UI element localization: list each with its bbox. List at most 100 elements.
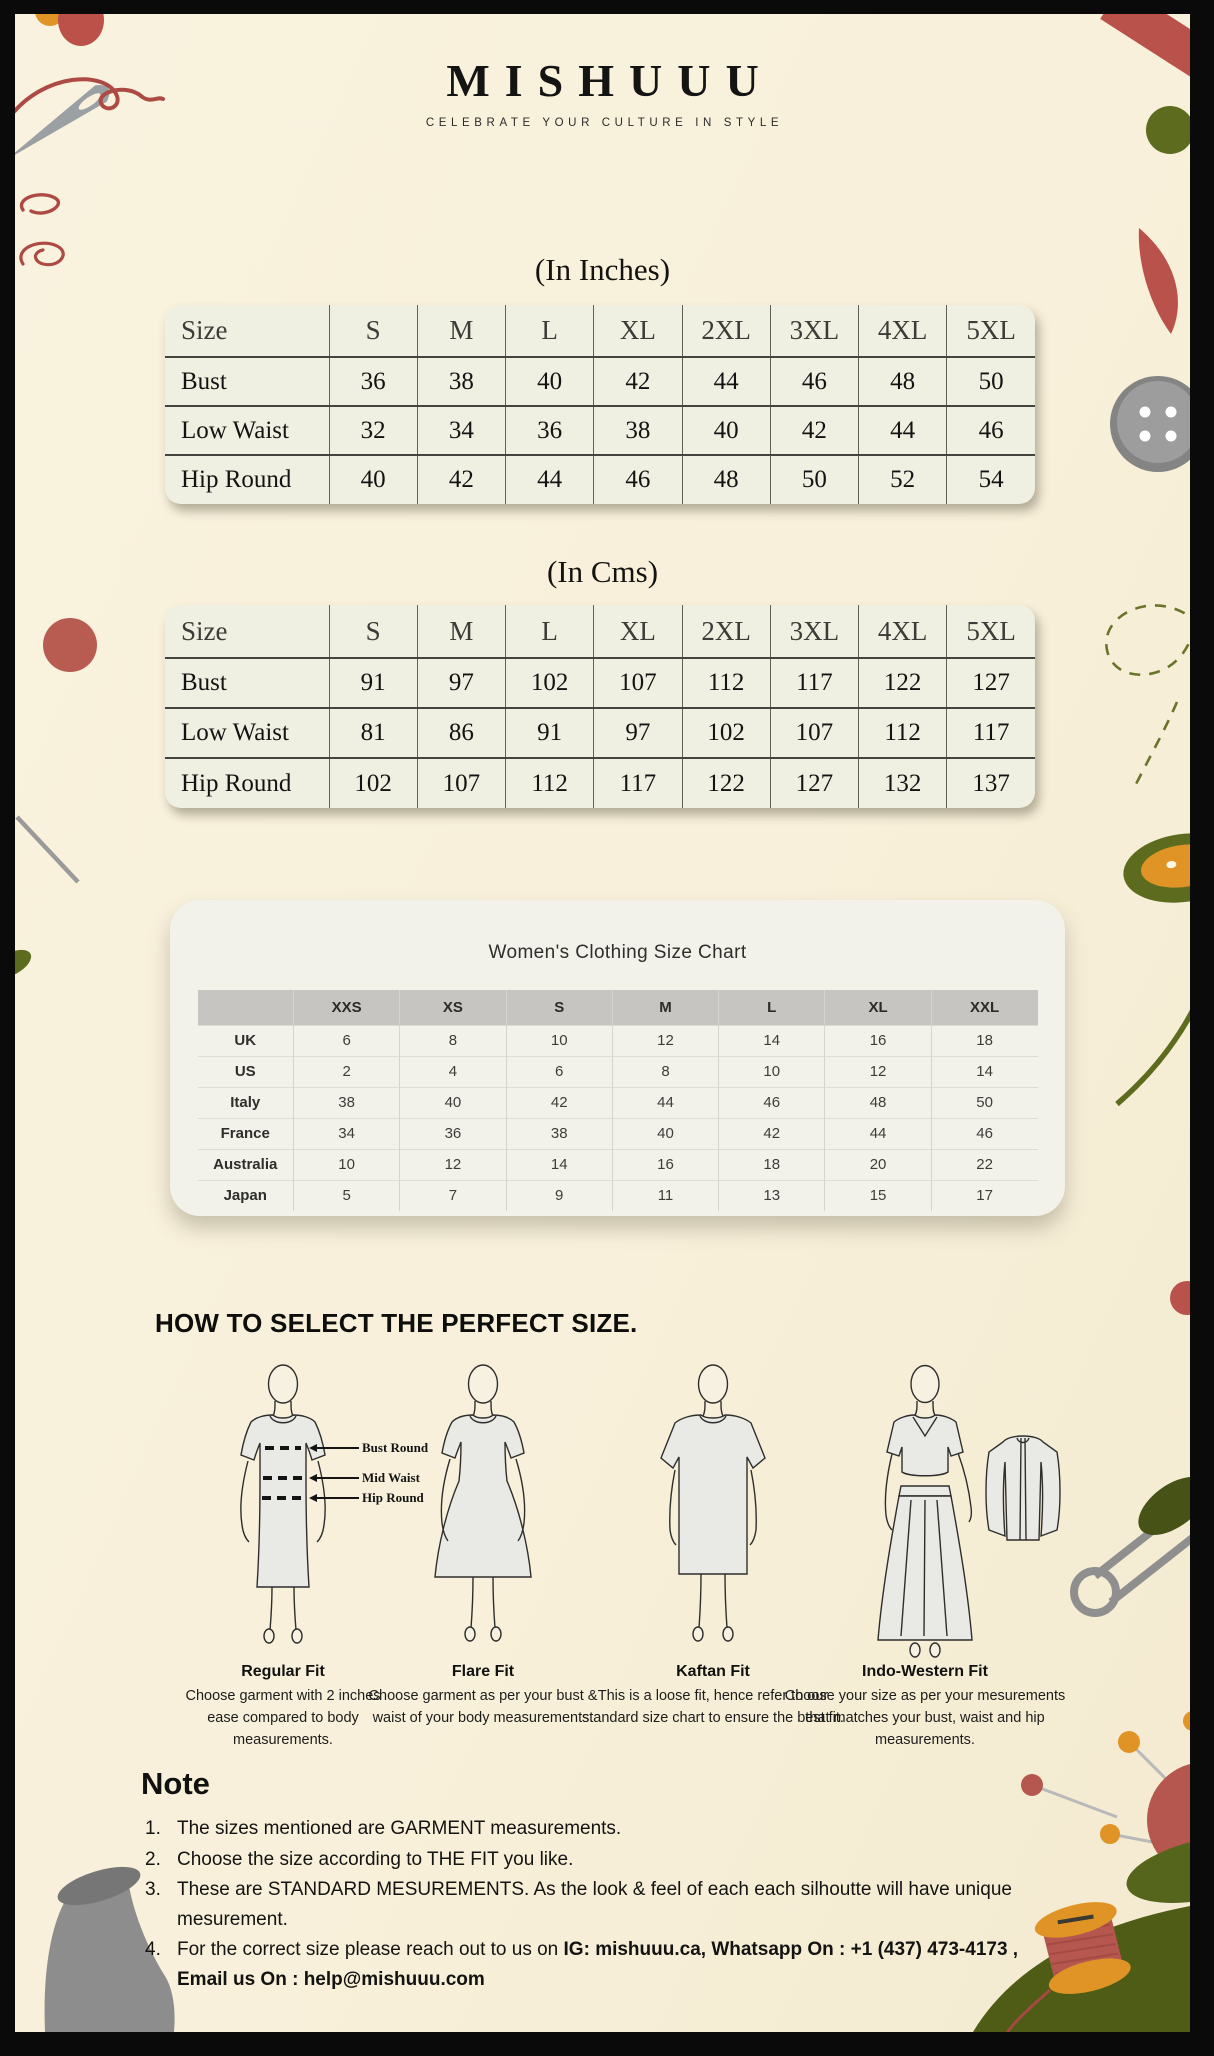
note-list: The sizes mentioned are GARMENT measurem…: [141, 1814, 1041, 1995]
table-cell: 46: [946, 405, 1035, 455]
table-cell: 17: [931, 1179, 1038, 1211]
table-cell: 38: [593, 405, 683, 455]
table-cell: 18: [931, 1024, 1038, 1056]
table-cell: 9: [506, 1179, 613, 1211]
olive-leaf-icon: [15, 949, 32, 979]
column-header: XL: [593, 605, 683, 659]
note-item-contact: IG: mishuuu.ca, Whatsapp On : +1 (437) 4…: [177, 1939, 1019, 1990]
row-label: Japan: [197, 1179, 294, 1211]
column-header: 4XL: [858, 605, 948, 659]
womens-chart-card: Women's Clothing Size Chart XXS XS S M L XL XX…: [170, 900, 1065, 1216]
column-header: M: [612, 990, 720, 1025]
brand-header: MISHUUU CELEBRATE YOUR CULTURE IN STYLE: [15, 54, 1190, 129]
table-cell: 42: [506, 1086, 613, 1118]
table-cell: 16: [824, 1024, 932, 1056]
column-header: L: [505, 605, 595, 659]
fit-description: This is a loose fit, hence refer to our …: [582, 1688, 844, 1726]
measure-mid-waist: Mid Waist: [309, 1470, 420, 1485]
column-header: S: [506, 990, 613, 1025]
womens-chart-table: XXS XS S M L XL XXL UK 6 8 10 12 14 16 18 US 2 4 6 8 10 12 14 I…: [197, 990, 1038, 1211]
table-cell: 117: [946, 707, 1035, 758]
table-cell: 14: [506, 1148, 613, 1180]
table-cell: 97: [417, 657, 507, 709]
column-header: M: [417, 605, 507, 659]
table-row: Japan 5 7 9 11 13 15 17: [197, 1179, 1038, 1211]
table-cell: 38: [506, 1117, 613, 1149]
note-item: Choose the size according to THE FIT you…: [145, 1845, 574, 1874]
table-cell: 8: [612, 1055, 720, 1087]
page-background: MISHUUU CELEBRATE YOUR CULTURE IN STYLE …: [15, 14, 1190, 2032]
column-header: Size: [165, 305, 330, 357]
table-cell: 46: [770, 356, 860, 406]
inches-table-card: Size S M L XL 2XL 3XL 4XL 5XL Bust 36 38 40 42 44 46 48 5…: [165, 305, 1035, 504]
column-header: XL: [593, 305, 683, 357]
table-cell: 42: [770, 405, 860, 455]
red-circle-icon: [43, 618, 97, 672]
measure-label: Bust Round: [362, 1440, 429, 1455]
row-label: Bust: [165, 356, 330, 406]
table-cell: 10: [506, 1024, 613, 1056]
table-cell: 38: [417, 356, 507, 406]
table-cell: 8: [399, 1024, 507, 1056]
table-row: US 2 4 6 8 10 12 14: [197, 1055, 1038, 1087]
measure-line: [317, 1496, 359, 1500]
table-row: Italy 38 40 42 44 46 48 50: [197, 1086, 1038, 1118]
table-cell: 46: [931, 1117, 1038, 1149]
arrow-left-icon: [309, 1444, 317, 1452]
table-cell: 112: [505, 757, 595, 808]
table-cell: 40: [399, 1086, 507, 1118]
table-cell: 48: [858, 356, 948, 406]
table-cell: 42: [417, 454, 507, 504]
table-row: UK 6 8 10 12 14 16 18: [197, 1024, 1038, 1056]
table-cell: 12: [399, 1148, 507, 1180]
table-cell: 36: [505, 405, 595, 455]
table-row: Hip Round 40 42 44 46 48 50 52 54: [165, 454, 1035, 504]
decor-layer: [15, 14, 1190, 2032]
row-label: Hip Round: [165, 454, 330, 504]
column-header: XS: [399, 990, 507, 1025]
olive-circle-icon: [1146, 106, 1190, 154]
jacket-figure: [985, 1435, 1061, 1541]
button-icon: [1110, 376, 1190, 472]
loose-pin-icon: [1021, 1774, 1118, 1819]
fit-regular: Regular Fit Choose garment with 2 inches…: [168, 1663, 398, 1751]
table-cell: 14: [931, 1055, 1038, 1087]
table-row: France 34 36 38 40 42 44 46: [197, 1117, 1038, 1149]
table-cell: 44: [858, 405, 948, 455]
pin-cushion-icon: [1100, 1711, 1190, 1903]
table-cell: 127: [770, 757, 860, 808]
table-cell: 46: [718, 1086, 826, 1118]
table-cell: 36: [399, 1117, 507, 1149]
safety-pin-icon: [1070, 1476, 1190, 1617]
table-cell: 46: [593, 454, 683, 504]
table-cell: 15: [824, 1179, 932, 1211]
table-cell: 50: [946, 356, 1035, 406]
table-cell: 18: [718, 1148, 826, 1180]
table-cell: 32: [329, 405, 418, 455]
table-cell: 10: [293, 1148, 401, 1180]
column-header: M: [417, 305, 507, 357]
needle-icon: [15, 85, 110, 160]
column-header: S: [329, 305, 418, 357]
measure-label: Mid Waist: [362, 1470, 420, 1485]
inches-size-table: Size S M L XL 2XL 3XL 4XL 5XL Bust 36 38 40 42 44 46 48 5…: [165, 305, 1035, 504]
arrow-left-icon: [309, 1474, 317, 1482]
table-cell: 20: [824, 1148, 932, 1180]
table-cell: 5: [293, 1179, 401, 1211]
column-header: L: [505, 305, 595, 357]
table-cell: 12: [612, 1024, 720, 1056]
row-label: Low Waist: [165, 405, 330, 455]
column-header: 5XL: [966, 615, 1016, 646]
column-header: 3XL: [770, 305, 860, 357]
red-ribbon-icon: [1100, 14, 1190, 77]
table-cell: 6: [293, 1024, 401, 1056]
red-dot-icon: [1170, 1281, 1190, 1315]
table-cell: 13: [718, 1179, 826, 1211]
fit-description: Choose garment with 2 inches ease compar…: [185, 1688, 381, 1748]
note-item: These are STANDARD MESUREMENTS. As the l…: [145, 1875, 1012, 1930]
table-row: Australia 10 12 14 16 18 20 22: [197, 1148, 1038, 1180]
column-header: XXL: [931, 990, 1038, 1025]
column-header: Size: [165, 605, 330, 659]
kaftan-fit-figure: [660, 1364, 766, 1642]
